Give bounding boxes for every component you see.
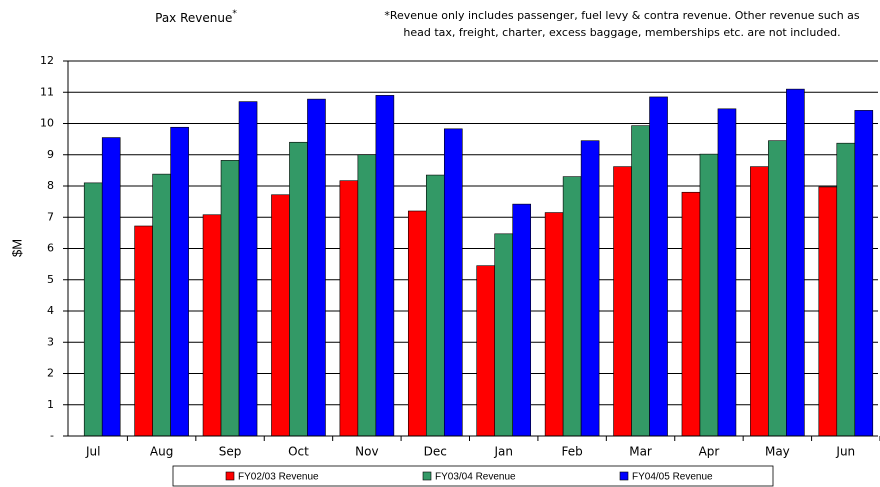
y-tick-label: - — [50, 429, 54, 442]
y-tick-label: 10 — [40, 117, 54, 130]
chart-title: Pax Revenue* — [155, 9, 237, 25]
bar — [544, 212, 564, 437]
y-tick-label: 4 — [47, 304, 54, 317]
y-tick-label: 7 — [47, 210, 54, 223]
bar — [170, 126, 189, 437]
bar — [613, 166, 632, 437]
y-tick-label: 9 — [47, 148, 54, 161]
x-tick-label: Aug — [150, 445, 173, 459]
legend-label: FY02/03 Revenue — [238, 472, 319, 483]
x-tick-label: Apr — [699, 445, 720, 459]
x-tick-label: Jun — [835, 445, 855, 459]
legend-swatch — [422, 471, 432, 481]
y-tick-label: 12 — [40, 54, 54, 67]
bar — [681, 191, 701, 437]
bar — [562, 176, 582, 437]
footnote: *Revenue only includes passenger, fuel l… — [384, 9, 860, 22]
x-tick-label: Jan — [493, 445, 513, 459]
x-tick-label: Jul — [85, 445, 100, 459]
bar — [649, 96, 668, 437]
legend-swatch — [619, 471, 629, 481]
x-tick-label: Feb — [562, 445, 583, 459]
bar — [134, 225, 153, 437]
y-tick-label: 5 — [47, 273, 54, 286]
y-axis-label: $M — [9, 239, 24, 257]
y-tick-label: 6 — [47, 242, 54, 255]
bar — [238, 101, 258, 437]
bar — [818, 186, 838, 437]
y-tick-label: 2 — [47, 367, 54, 380]
bar — [580, 140, 600, 437]
x-tick-label: Oct — [288, 445, 309, 459]
bar — [220, 160, 240, 437]
bar — [152, 173, 171, 437]
x-tick-label: Nov — [355, 445, 378, 459]
bar — [786, 88, 805, 437]
title-text: Pax Revenue — [155, 11, 232, 25]
y-tick-label: 8 — [47, 179, 54, 192]
bar — [494, 233, 514, 437]
y-tick-label: 11 — [40, 85, 54, 98]
legend-label: FY03/04 Revenue — [435, 472, 516, 483]
x-tick-label: Dec — [424, 445, 447, 459]
bar — [407, 210, 427, 437]
bar — [854, 110, 874, 437]
bar — [307, 98, 326, 437]
bar — [425, 174, 445, 437]
bar — [271, 194, 290, 437]
bar — [476, 265, 496, 437]
bar — [512, 203, 532, 437]
y-tick-label: 1 — [47, 398, 54, 411]
x-tick-label: May — [765, 445, 790, 459]
bar — [289, 141, 308, 437]
bar — [83, 182, 103, 437]
y-tick-label: 3 — [47, 335, 54, 348]
bar — [339, 180, 359, 437]
x-tick-label: Mar — [629, 445, 652, 459]
bar — [631, 125, 650, 437]
bar — [717, 108, 737, 437]
bar — [101, 137, 121, 437]
legend-label: FY04/05 Revenue — [632, 472, 713, 483]
legend-box — [172, 465, 774, 487]
footnote: head tax, freight, charter, excess bagga… — [403, 26, 840, 39]
bar — [375, 95, 395, 437]
bar — [443, 128, 463, 437]
bar — [202, 214, 222, 437]
title-mark: * — [232, 9, 237, 19]
bar — [768, 140, 787, 437]
legend-swatch — [225, 471, 235, 481]
bar — [836, 142, 856, 437]
bar — [750, 166, 769, 437]
bar — [357, 154, 377, 437]
bar — [699, 153, 719, 437]
x-tick-label: Sep — [219, 445, 242, 459]
